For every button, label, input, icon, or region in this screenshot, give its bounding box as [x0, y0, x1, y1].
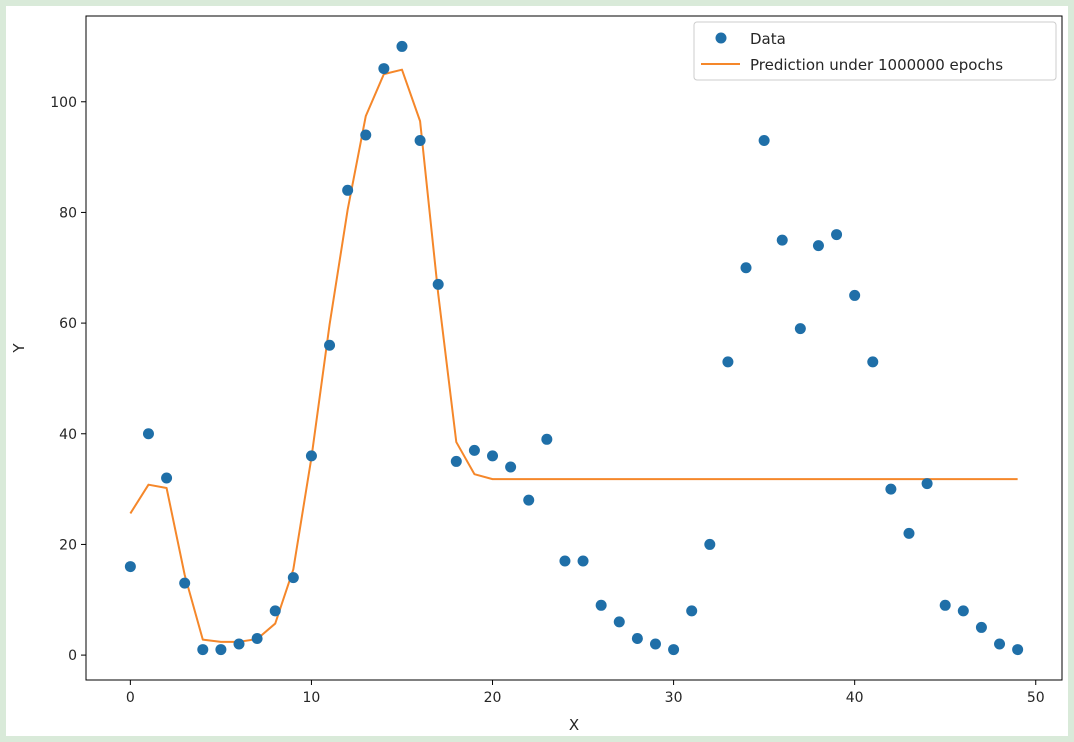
- figure-background: [6, 6, 1068, 736]
- data-point: [704, 538, 716, 550]
- y-tick-label: 60: [59, 316, 77, 332]
- data-point: [487, 450, 499, 462]
- legend-box: [693, 21, 1057, 81]
- data-point: [559, 555, 571, 567]
- data-point: [142, 428, 154, 440]
- data-point: [414, 135, 426, 146]
- legend: Data Prediction under 1000000 epochs: [693, 21, 1057, 81]
- data-point: [921, 478, 933, 490]
- legend-data-marker: [715, 32, 727, 44]
- data-point: [124, 561, 136, 573]
- data-point: [668, 644, 680, 656]
- x-tick-label: 0: [126, 690, 135, 706]
- data-point: [758, 135, 770, 146]
- data-point: [287, 572, 299, 584]
- data-point: [849, 289, 861, 301]
- data-point: [939, 599, 951, 611]
- data-point: [994, 638, 1006, 650]
- y-tick-label: 100: [50, 95, 77, 111]
- data-point: [1012, 644, 1024, 656]
- data-point: [776, 234, 788, 246]
- prediction-line-layer: [129, 68, 1018, 643]
- x-tick-label: 30: [665, 690, 683, 706]
- axis-ticks: 0 10 20 30 40 50 0 20 40 60 80 100: [50, 95, 1044, 706]
- prediction-line: [129, 68, 1018, 643]
- data-point: [595, 599, 607, 611]
- data-point: [215, 644, 227, 656]
- data-point: [613, 616, 625, 628]
- data-point: [450, 455, 462, 467]
- data-point: [631, 633, 643, 644]
- plot-area: [85, 15, 1063, 681]
- data-point: [722, 356, 734, 368]
- data-points-layer: [124, 40, 1024, 656]
- x-tick-label: 10: [303, 690, 321, 706]
- data-point: [649, 638, 661, 650]
- data-point: [233, 638, 245, 650]
- x-axis-label: X: [569, 716, 579, 734]
- data-point: [740, 262, 752, 274]
- legend-data-label: Data: [750, 30, 786, 48]
- data-point: [686, 605, 698, 617]
- legend-prediction-label: Prediction under 1000000 epochs: [750, 56, 1003, 74]
- data-point: [432, 278, 444, 290]
- data-point: [957, 605, 969, 617]
- data-point: [305, 450, 317, 462]
- data-point: [197, 644, 209, 656]
- y-axis-label: Y: [10, 343, 28, 354]
- data-point: [324, 339, 336, 351]
- x-tick-label: 20: [484, 690, 502, 706]
- y-tick-label: 0: [68, 648, 77, 664]
- data-point: [269, 605, 281, 617]
- data-point: [541, 433, 553, 445]
- data-point: [360, 129, 372, 141]
- data-point: [179, 577, 191, 589]
- y-tick-label: 20: [59, 537, 77, 553]
- data-point: [523, 494, 535, 506]
- data-point: [903, 527, 915, 539]
- data-point: [161, 472, 173, 484]
- y-tick-label: 80: [59, 205, 77, 221]
- data-point: [867, 356, 879, 368]
- data-point: [468, 444, 480, 456]
- data-point: [812, 240, 824, 252]
- data-point: [885, 483, 897, 495]
- x-tick-label: 50: [1027, 690, 1045, 706]
- y-tick-label: 40: [59, 427, 77, 443]
- data-point: [975, 621, 987, 633]
- data-point: [396, 40, 408, 52]
- data-point: [577, 555, 589, 567]
- data-point: [831, 229, 843, 241]
- data-point: [505, 461, 517, 473]
- data-point: [794, 323, 806, 335]
- x-tick-label: 40: [846, 690, 864, 706]
- data-point: [342, 184, 354, 196]
- data-point: [378, 63, 390, 75]
- data-point: [251, 633, 263, 644]
